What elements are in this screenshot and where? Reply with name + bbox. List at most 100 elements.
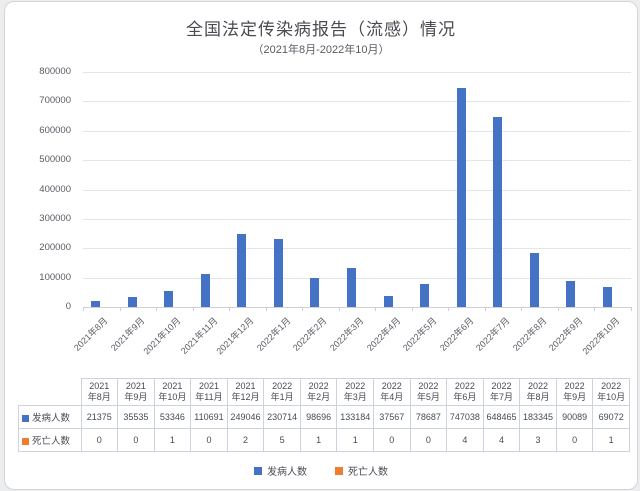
- table-header-cell: 2022 年5月: [409, 378, 448, 406]
- x-axis-tick: [229, 307, 231, 311]
- bar-cases-10: [420, 283, 430, 307]
- x-axis-tick: [521, 307, 523, 311]
- bar-cases-1: [91, 300, 101, 307]
- x-axis-tick: [119, 307, 121, 311]
- x-axis-tick: [156, 307, 158, 311]
- legend-swatch-icon: [254, 466, 262, 475]
- bar-cases-4: [200, 274, 210, 307]
- x-axis-tick: [631, 307, 632, 311]
- y-tick-label: 600000: [39, 124, 71, 136]
- gridline: [83, 248, 631, 250]
- chart-card: 全国法定传染病报告（流感）情况 （2021年8月-2022年10月） 0 1000…: [4, 1, 638, 490]
- table-value-cell: 3: [519, 428, 557, 452]
- table-header-cell: 2022 年1月: [263, 378, 301, 406]
- row-label-cases: 发病人数: [18, 405, 82, 429]
- bar-cases-3: [164, 291, 174, 307]
- table-value-cell: 0: [409, 428, 448, 452]
- table-value-cell: 110691: [190, 405, 228, 429]
- table-value-cell: 183345: [519, 405, 557, 429]
- x-axis-tick: [83, 307, 84, 311]
- table-corner-cell: [19, 379, 82, 406]
- bar-cases-13: [529, 253, 539, 307]
- table-header-cell: 2022 年8月: [519, 378, 557, 406]
- table-header-cell: 2021 年12月: [226, 378, 265, 406]
- x-axis-tick: [448, 307, 450, 311]
- bar-cases-12: [493, 116, 503, 307]
- table-header-cell: 2022 年7月: [482, 378, 521, 406]
- gridline: [83, 277, 631, 279]
- data-table: 2021 年8月 2021 年9月 2021 年10月 2021 年11月 2021 年12月 20…: [18, 378, 630, 452]
- table-header-cell: 2022 年2月: [299, 378, 338, 406]
- table-header-cell: 2021 年11月: [190, 378, 228, 406]
- gridline: [83, 130, 631, 132]
- y-tick-label: 500000: [39, 154, 71, 166]
- table-value-cell: 69072: [592, 405, 630, 429]
- table-row: 死亡人数 0 0 1 0 2 5 1 1 0 0 4 4 3 0 1: [18, 428, 630, 452]
- bar-cases-9: [383, 295, 393, 307]
- bar-cases-8: [347, 267, 356, 307]
- bar-cases-6: [273, 239, 283, 307]
- bar-chart-plot-area: [83, 72, 632, 311]
- legend-item-cases: 发病人数: [254, 463, 307, 478]
- x-axis-tick: [484, 307, 486, 311]
- table-value-cell: 133184: [336, 405, 374, 429]
- table-header-cell: 2022 年9月: [555, 378, 594, 406]
- x-axis-tick: [302, 307, 304, 311]
- gridline: [83, 101, 631, 103]
- x-axis-tick: [594, 307, 596, 311]
- table-header-cell: 2022 年6月: [446, 378, 484, 406]
- y-tick-label: 200000: [39, 242, 71, 254]
- legend-label: 发病人数: [267, 467, 307, 478]
- gridline: [83, 218, 631, 220]
- table-value-cell: 98696: [299, 405, 338, 429]
- y-tick-label: 700000: [39, 95, 71, 107]
- y-axis: 0 100000 200000 300000 400000 500000 600000 700…: [5, 67, 75, 312]
- bar-cases-2: [127, 296, 137, 307]
- table-value-cell: 0: [117, 428, 155, 452]
- bar-cases-7: [310, 278, 320, 307]
- table-value-cell: 1: [299, 428, 338, 452]
- table-value-cell: 5: [263, 428, 301, 452]
- table-header-cell: 2021 年10月: [153, 378, 192, 406]
- table-value-cell: 0: [80, 428, 119, 452]
- bar-cases-14: [566, 280, 576, 307]
- gridline: [83, 72, 631, 73]
- legend-item-deaths: 死亡人数: [335, 463, 388, 478]
- table-value-cell: 21375: [80, 405, 119, 429]
- table-value-cell: 249046: [226, 405, 265, 429]
- table-value-cell: 0: [555, 428, 594, 452]
- table-value-cell: 1: [592, 428, 630, 452]
- table-value-cell: 0: [373, 428, 411, 452]
- table-header-cell: 2022 年4月: [373, 378, 411, 406]
- table-value-cell: 1: [336, 428, 374, 452]
- row-label-deaths: 死亡人数: [18, 428, 82, 452]
- table-row: 发病人数 21375 35535 53346 110691 249046 230714 986…: [18, 405, 630, 429]
- x-axis-tick: [265, 307, 267, 311]
- table-value-cell: 53346: [153, 405, 192, 429]
- y-tick-label: 300000: [39, 212, 71, 224]
- bar-cases-5: [237, 233, 247, 307]
- cases-swatch-icon: [22, 415, 29, 422]
- gridline: [83, 189, 631, 191]
- legend-label: 死亡人数: [348, 467, 388, 478]
- bar-cases-11: [456, 87, 466, 307]
- table-header-cell: 2022 年3月: [336, 378, 374, 406]
- table-value-cell: 4: [482, 428, 521, 452]
- table-value-cell: 648465: [482, 405, 521, 429]
- table-header-cell: 2021 年8月: [80, 378, 119, 406]
- table-value-cell: 2: [226, 428, 265, 452]
- x-axis-tick: [338, 307, 340, 311]
- x-axis-tick: [192, 307, 194, 311]
- bar-cases-15: [602, 286, 612, 307]
- table-value-cell: 4: [446, 428, 484, 452]
- y-tick-label: 100000: [39, 271, 71, 283]
- y-tick-label: 800000: [39, 66, 71, 77]
- chart-legend: 发病人数 死亡人数: [5, 463, 637, 478]
- x-axis-tick: [375, 307, 377, 311]
- table-value-cell: 35535: [117, 405, 155, 429]
- table-value-cell: 230714: [263, 405, 301, 429]
- y-tick-label: 400000: [39, 183, 71, 195]
- y-tick-label: 0: [65, 301, 71, 312]
- table-value-cell: 90089: [555, 405, 594, 429]
- x-axis-tick: [411, 307, 413, 311]
